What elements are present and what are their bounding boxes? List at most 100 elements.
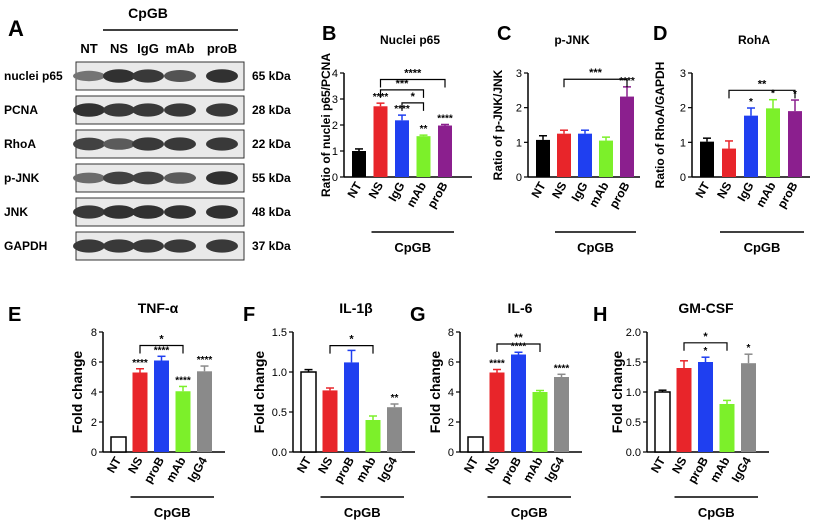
y-tick-label: 0 [448,447,454,459]
significance-star: **** [197,355,213,366]
blot-row-label: GAPDH [4,239,47,253]
y-tick-label: 2 [91,417,97,429]
x-tick-label: NS [366,180,386,201]
significance-bracket [728,89,796,99]
blot-band [206,239,238,253]
bar [344,362,359,452]
blot-band [103,69,135,83]
x-tick-label: mAb [707,455,732,485]
x-tick-label: NT [648,454,668,475]
significance-bracket [401,102,425,111]
chart-panel-g: G IL-6 0 2 4 6 8 Fold change NT **** NS **** proBmAb… [410,300,582,520]
x-tick-label: mAb [353,455,378,485]
x-tick-label: NS [125,455,145,476]
bar [744,115,758,177]
x-tick-label: proB [141,454,167,486]
chart-title: Nuclei p65 [380,33,440,47]
blot-lane-label: proB [207,41,237,56]
y-axis-label: Ratio of RhoA/GAPDH [653,62,667,189]
significance-bracket [683,342,728,351]
bar [438,125,452,177]
significance-star: **** [489,359,505,370]
y-axis-label: Fold change [427,351,443,434]
bracket-label: * [703,331,708,343]
y-tick-label: 0.0 [626,447,641,459]
y-tick-label: 0 [516,172,522,184]
x-tick-label: IgG4 [185,454,211,484]
significance-bracket [379,78,446,88]
chart-title: TNF-α [138,300,179,316]
blot-band [206,69,238,83]
bar [578,133,592,177]
blot-lane-label: NT [80,41,97,56]
y-tick-label: 8 [91,327,97,339]
bar [766,108,780,177]
blot-band [132,69,164,83]
y-tick-label: 2 [448,417,454,429]
bar [365,420,381,452]
y-axis-label: Ratio of nuclei p65/PCNA [319,53,333,197]
blot-kda-label: 22 kDa [252,137,291,151]
blot-band [73,70,105,82]
bar [788,111,802,177]
bar [395,120,409,177]
bracket-label: ** [758,78,767,90]
blot-band [73,239,105,253]
significance-star: **** [175,375,191,386]
x-tick-label: NT [344,179,364,200]
bar [416,136,431,177]
blot-band [132,103,164,117]
x-tick-label: IgG4 [542,454,568,484]
group-label: CpGB [698,505,735,520]
chart-panel-d: D RohA 0 1 2 3 Ratio of RhoA/GAPDH NT NS * IgG * mAb… [653,23,810,255]
blot-band [132,171,164,185]
y-tick-label: 1 [516,137,522,149]
x-tick-label: NS [714,180,734,201]
bracket-label: * [159,334,164,346]
significance-bracket [563,78,628,88]
blot-kda-label: 48 kDa [252,205,291,219]
blot-band [103,103,135,117]
x-tick-label: NS [549,180,569,201]
blot-lane-label: NS [110,41,128,56]
group-label: CpGB [577,240,614,255]
bar [387,407,402,452]
x-tick-label: NS [482,455,502,476]
bar [197,371,212,452]
y-tick-label: 2 [516,103,522,115]
y-tick-label: 0 [332,172,338,184]
x-tick-label: mAb [163,455,188,485]
x-tick-label: proB [606,179,632,211]
blot-group-label: CpGB [128,5,168,21]
y-tick-label: 3 [516,68,522,80]
chart-title: IL-6 [508,300,533,316]
bar [557,133,571,177]
blot-row-label: JNK [4,205,28,219]
y-tick-label: 6 [91,357,97,369]
blot-band [73,103,105,117]
y-axis-label: Ratio of p-JNK/JNK [491,69,505,180]
x-tick-label: mAb [520,455,545,485]
blot-band [132,137,164,151]
blot-band [73,137,105,151]
y-tick-label: 8 [448,327,454,339]
group-label: CpGB [344,505,381,520]
blot-band [103,171,135,185]
panel-label: C [497,23,511,45]
y-tick-label: 2 [332,120,338,132]
bar [536,139,550,177]
blot-band [103,138,135,150]
significance-bracket [139,344,184,354]
y-tick-label: 1.0 [626,387,641,399]
y-tick-label: 0.5 [272,407,287,419]
significance-bracket [379,89,425,98]
y-tick-label: 3 [332,94,338,106]
x-tick-label: proB [498,454,524,486]
significance-star: **** [554,363,570,374]
x-tick-label: IgG [734,180,756,204]
western-blot-panel: A CpGB NT NS IgG mAb proB nuclei p65 65 kDa PCNA 2… [4,5,291,261]
bar [554,377,569,452]
